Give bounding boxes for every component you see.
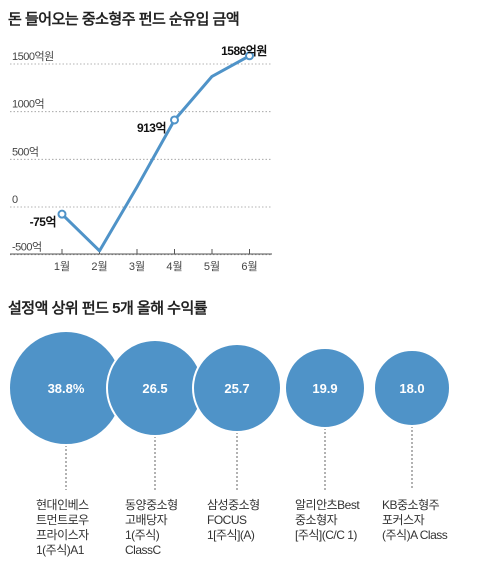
fund-name-line: 1(주식) (125, 528, 160, 542)
fund-name-line: KB중소형주 (382, 498, 440, 512)
bubble-value: 38.8% (48, 381, 85, 396)
fund-name: 알리안츠Best 중소형자 [주식](C/C 1) (295, 498, 385, 543)
x-tick-label: 3월 (129, 260, 145, 273)
fund-name-line: 삼성중소형 (207, 498, 260, 512)
data-label: -75억 (30, 215, 56, 229)
fund-name-line: (주식)A Class (382, 528, 448, 542)
data-label: 1586억원 (221, 44, 267, 58)
bubble-chart-title: 설정액 상위 펀드 5개 올해 수익률 (8, 300, 208, 317)
data-point-marker (245, 51, 254, 61)
fund-name-line: 1[주식](A) (207, 528, 255, 542)
y-tick-label: 0 (12, 194, 18, 206)
bubble (192, 343, 282, 433)
x-tick-label: 2월 (91, 260, 107, 273)
fund-name-line: 중소형자 (295, 513, 338, 527)
fund-name-line: 1(주식)A1 (36, 543, 84, 557)
x-tick-label: 1월 (54, 260, 70, 273)
bubble-value: 19.9 (312, 381, 337, 396)
fund-name-line: 현대인베스 (36, 498, 89, 512)
fund-name-line: 포커스자 (382, 513, 425, 527)
fund-name: 현대인베스 트먼트로우 프라이스자 1(주식)A1 (36, 498, 126, 558)
x-tick-label: 5월 (204, 260, 220, 273)
series-line (60, 54, 251, 253)
bubble-value: 18.0 (399, 381, 424, 396)
fund-name-line: 동양중소형 (125, 498, 178, 512)
line-chart-title: 돈 들어오는 중소형주 펀드 순유입 금액 (8, 11, 240, 28)
y-tick-label: 500억 (12, 145, 38, 158)
data-point-marker (57, 209, 67, 219)
fund-name-line: 알리안츠Best (295, 498, 360, 512)
fund-name-line: FOCUS (207, 513, 247, 527)
fund-name: 동양중소형 고배당자 1(주식) ClassC (125, 498, 215, 558)
fund-name-line: ClassC (125, 543, 161, 557)
fund-name-line: [주식](C/C 1) (295, 528, 357, 542)
fund-name-line: 프라이스자 (36, 528, 89, 542)
x-tick-label: 4월 (166, 260, 182, 273)
y-tick-label: -500억 (12, 241, 42, 254)
y-tick-label: 1500억원 (12, 50, 54, 63)
x-tick-label: 6월 (241, 260, 257, 273)
bubble-value: 26.5 (142, 381, 167, 396)
fund-name-line: 고배당자 (125, 513, 168, 527)
fund-name-line: 트먼트로우 (36, 513, 89, 527)
data-label: 913억 (137, 121, 166, 135)
fund-name: 삼성중소형 FOCUS 1[주식](A) (207, 498, 297, 543)
fund-name: KB중소형주 포커스자 (주식)A Class (382, 498, 472, 543)
y-tick-label: 1000억 (12, 98, 44, 111)
bubble (373, 349, 451, 427)
data-point-marker (170, 115, 179, 125)
bubble (284, 347, 366, 429)
bubble-value: 25.7 (224, 381, 249, 396)
line-chart: 1500억원 1000억 500억 0 -500억 1월 2월 3월 4월 5월 6월 -75억 913… (10, 44, 272, 273)
